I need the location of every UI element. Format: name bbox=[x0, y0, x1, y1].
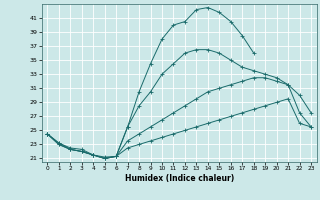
X-axis label: Humidex (Indice chaleur): Humidex (Indice chaleur) bbox=[124, 174, 234, 183]
